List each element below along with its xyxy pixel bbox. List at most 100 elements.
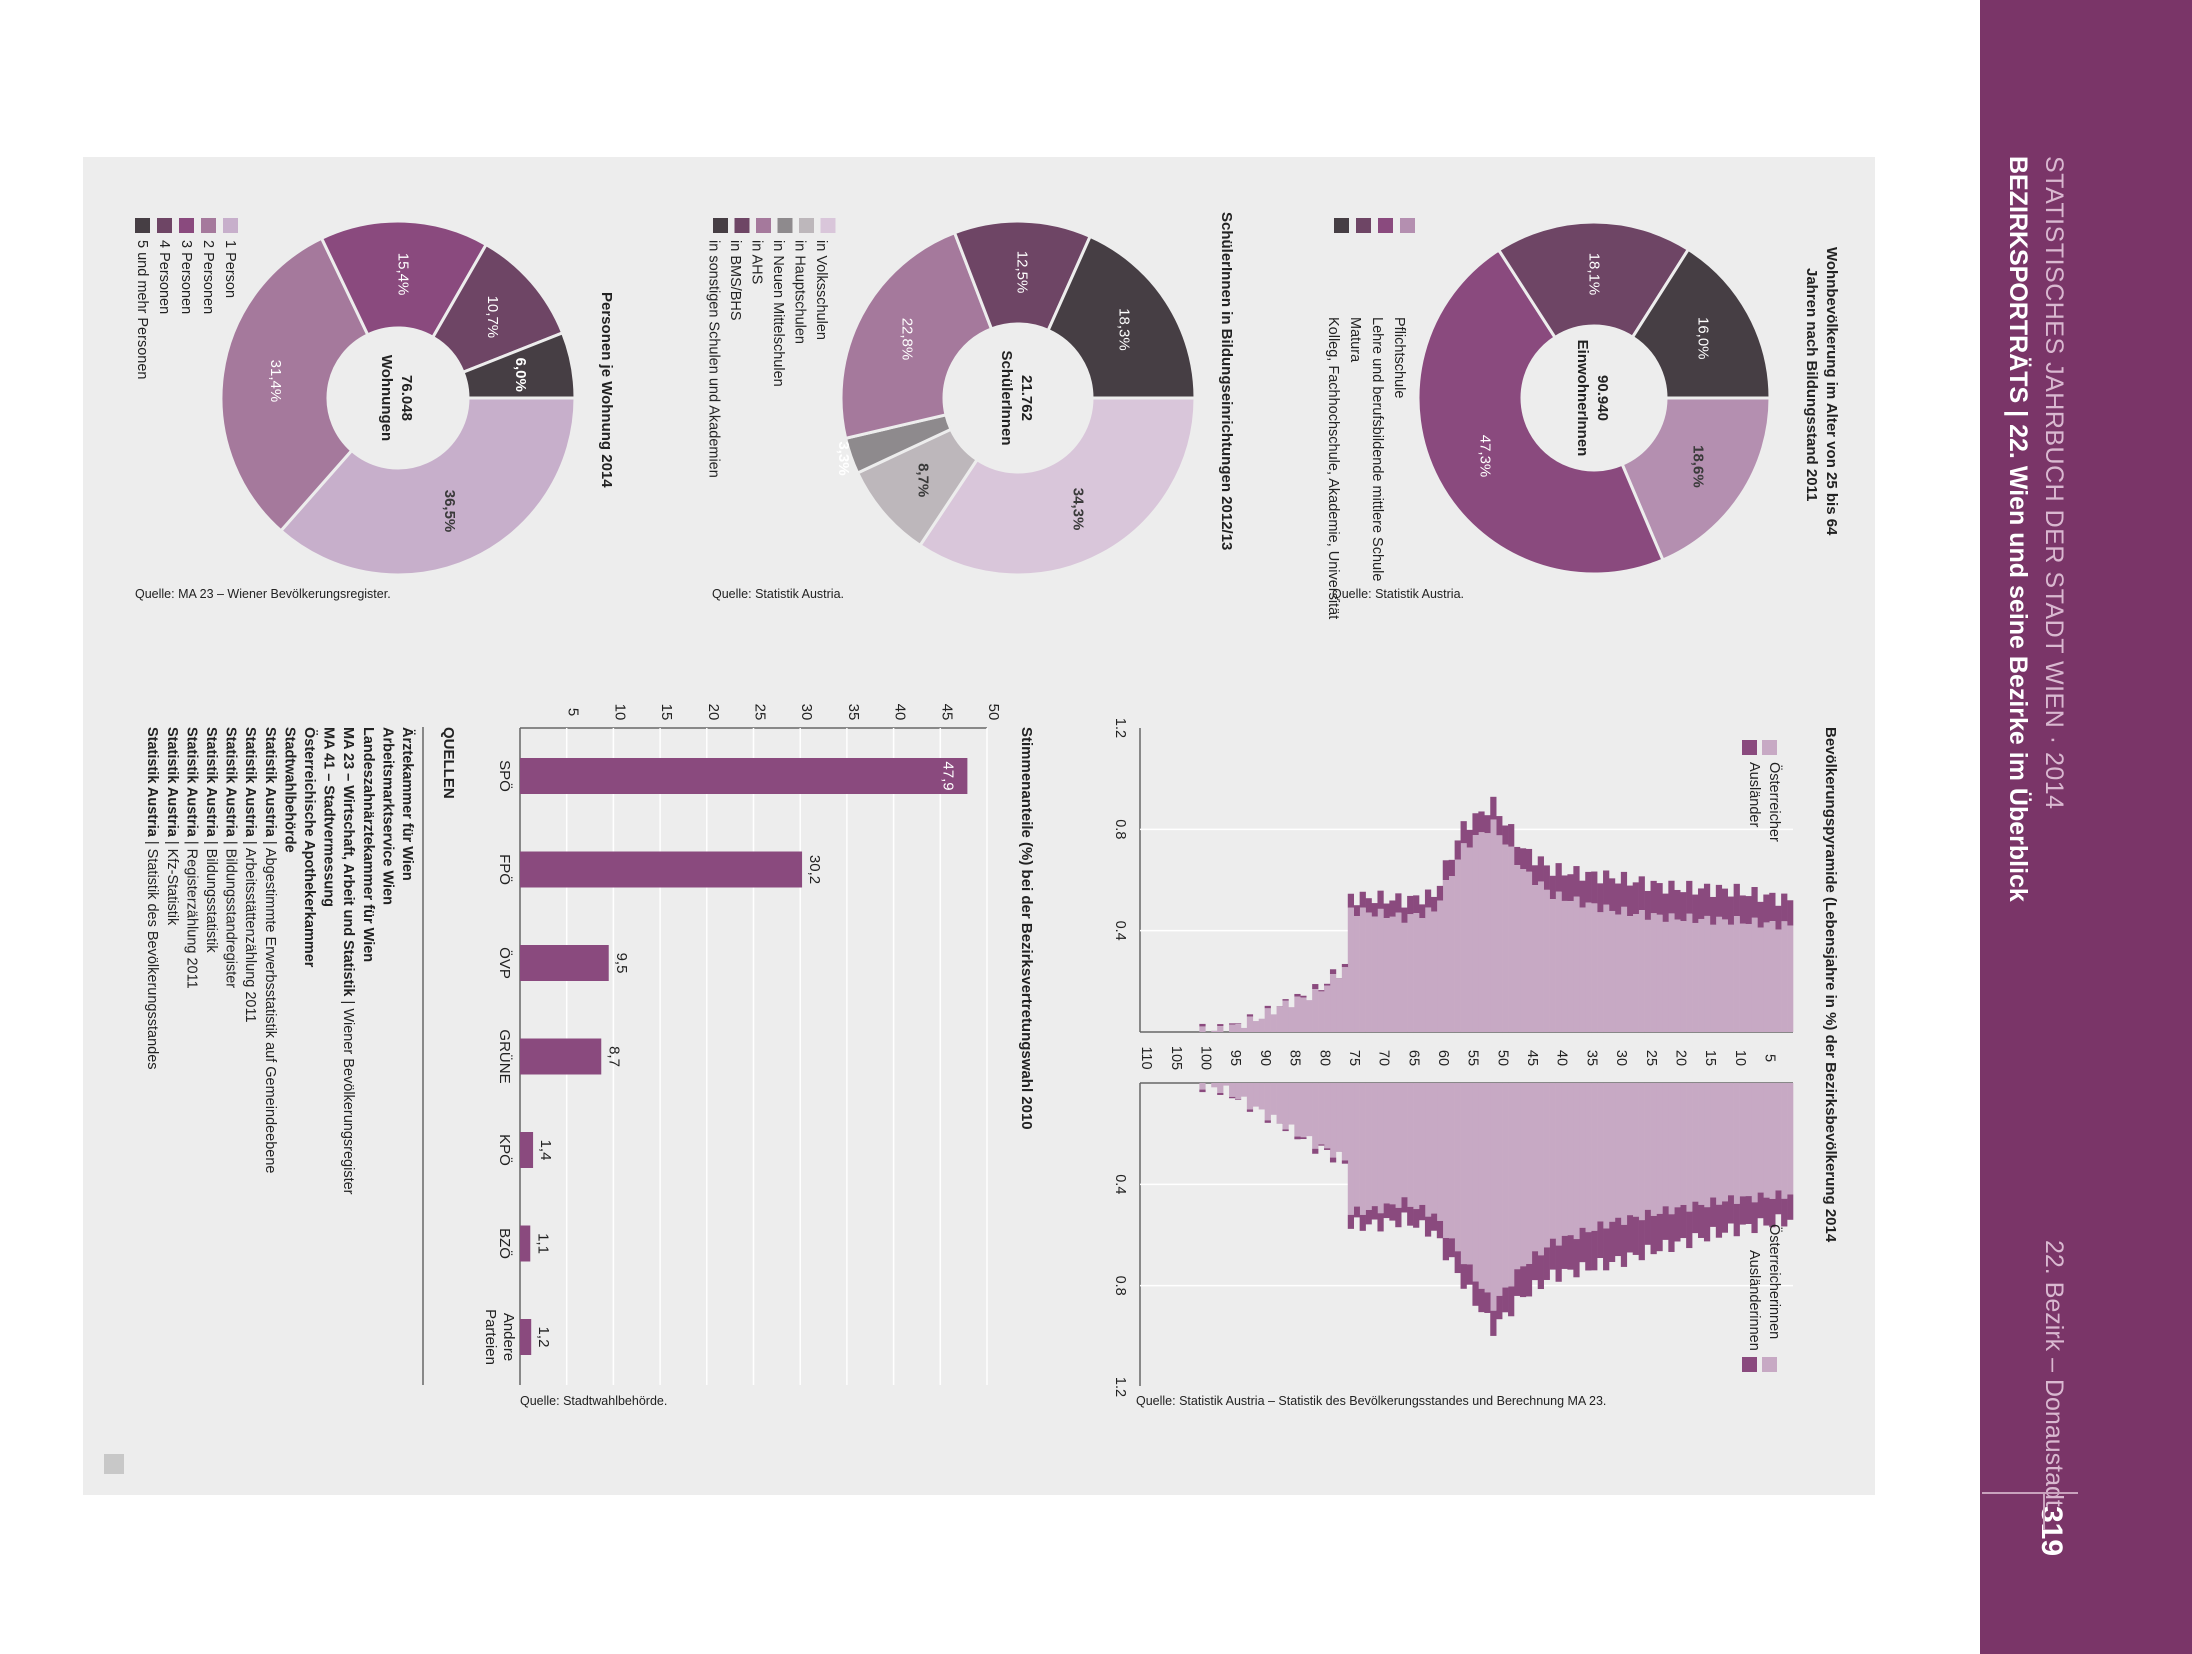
pyramid-female-foreign-bar <box>1567 1235 1574 1270</box>
pie-slice-3-personen <box>319 219 489 340</box>
pyramid-female-foreign-bar <box>1395 1207 1402 1228</box>
legend-label-auslaender: Ausländer <box>1746 762 1762 827</box>
pyramid-female-citizen-bar <box>1312 1083 1319 1149</box>
pyramid-female-citizen-bar <box>1769 1083 1776 1199</box>
wahl-tick-35: 35 <box>845 704 862 721</box>
pyramid-male-citizen-bar <box>1519 868 1527 1032</box>
pyramid-male-pct-tick: 0.4 <box>1112 921 1128 941</box>
pyramid-female-foreign-bar <box>1359 1214 1366 1231</box>
pie-slice-lehre-und-berufsbildende-mittlere-schule <box>1416 247 1665 576</box>
pyramid-male-citizen-bar <box>1258 1018 1265 1032</box>
wahl-tick-40: 40 <box>892 704 909 721</box>
pyramid-male-citizen-bar <box>1335 978 1343 1032</box>
pyramid-male-citizen-bar <box>1686 913 1693 1032</box>
pyramid-male-foreign-bar <box>1608 878 1616 911</box>
pyramid-male-pct-tick: 1.2 <box>1112 718 1128 738</box>
pyramid-female-citizen-bar <box>1430 1083 1438 1214</box>
pie-slice-matura <box>1496 220 1691 340</box>
source-item: Statistik Austria | Statistik des Bevölk… <box>144 727 160 1070</box>
pyramid-female-foreign-bar <box>1626 1215 1634 1253</box>
source-item: MA 23 – Wirtschaft, Arbeit und Statistik… <box>340 727 356 1195</box>
pyramid-male-foreign-bar <box>1519 848 1527 869</box>
pyramid-male-foreign-bar <box>1692 894 1699 923</box>
pyramid-female-citizen-bar <box>1401 1083 1408 1198</box>
pyramid-female-citizen-bar <box>1229 1083 1236 1097</box>
legend-label-in-sonstigen-schulen-und-akademien: in sonstigen Schulen und Akademien <box>706 240 722 478</box>
pyramid-female-foreign-bar <box>1430 1213 1438 1231</box>
pyramid-male-foreign-bar <box>1531 865 1539 886</box>
legend-label-in-neuen-mittelschulen: in Neuen Mittelschulen <box>770 240 786 387</box>
pyramid-male-citizen-bar <box>1359 907 1366 1032</box>
wahl-value-label-sp: 47,9 <box>939 761 956 790</box>
pyramid-female-foreign-bar <box>1472 1281 1479 1306</box>
legend-label-3-personen: 3 Personen <box>178 240 194 314</box>
source-item: Statistik Austria | Abgestimmte Erwerbss… <box>262 727 278 1173</box>
pyramid-female-pct-tick: 1.2 <box>1112 1377 1128 1397</box>
pyramid-female-citizen-bar <box>1454 1083 1461 1252</box>
pyramid-female-foreign-bar <box>1217 1093 1224 1095</box>
legend-label-2-personen: 2 Personen <box>200 240 216 314</box>
pyramid-female-citizen-bar <box>1234 1083 1242 1100</box>
pyramid-male-foreign-bar <box>1490 796 1497 820</box>
pyramid-female-foreign-bar <box>1703 1207 1711 1242</box>
pyramid-male-citizen-bar <box>1561 900 1568 1032</box>
wahl-tick-20: 20 <box>705 704 722 721</box>
pyramid-male-foreign-bar <box>1454 840 1461 860</box>
pyramid-female-foreign-bar <box>1757 1192 1764 1219</box>
pyramid-female-citizen-bar <box>1519 1083 1527 1267</box>
pyramid-male-citizen-bar <box>1787 925 1794 1032</box>
pie-slice-in-ahs <box>839 230 994 441</box>
pyramid-male-foreign-bar <box>1329 969 1337 975</box>
pyramid-male-citizen-bar <box>1217 1026 1224 1032</box>
pyramid-female-citizen-bar <box>1549 1083 1556 1239</box>
pyramid-female-foreign-bar <box>1229 1096 1236 1099</box>
pyramid-female-foreign-bar <box>1614 1217 1622 1257</box>
pyramid-male-citizen-bar <box>1484 833 1491 1032</box>
pyramid-male-citizen-bar <box>1614 914 1622 1032</box>
pyramid-male-foreign-bar <box>1407 895 1414 915</box>
pyramid-male-foreign-bar <box>1757 901 1764 928</box>
pyramid-male-foreign-bar <box>1413 895 1420 914</box>
pyramid-age-tick-35: 35 <box>1583 1050 1599 1066</box>
pyramid-female-foreign-bar <box>1656 1213 1663 1252</box>
pyramid-female-pct-tick: 0.4 <box>1112 1174 1128 1194</box>
pyramid-female-foreign-bar <box>1246 1109 1254 1112</box>
pyramid-male-foreign-bar <box>1567 874 1574 902</box>
pyramid-male-citizen-bar <box>1727 924 1734 1032</box>
wahl-bar-fp <box>520 851 803 888</box>
source-item: MA 41 – Stadtvermessung <box>321 727 337 907</box>
pyramid-male-foreign-bar <box>1246 1014 1254 1017</box>
legend-label-in-bms-bhs: in BMS/BHS <box>727 240 743 321</box>
pyramid-male-citizen-bar <box>1294 996 1301 1032</box>
pyramid-male-foreign-bar <box>1620 871 1628 907</box>
legend-label-1-person: 1 Person <box>222 240 238 298</box>
pyramid-female-citizen-bar <box>1448 1083 1455 1239</box>
pyramid-female-citizen-bar <box>1246 1083 1254 1110</box>
pyramid-female-citizen-bar <box>1324 1083 1331 1149</box>
pyramid-female-citizen-bar <box>1537 1083 1544 1256</box>
legend-label-oesterreicherinnen: Österreicherinnen <box>1766 1224 1784 1339</box>
pyramid-male-citizen-bar <box>1211 1030 1218 1032</box>
pyramid-age-tick-110: 110 <box>1138 1046 1154 1069</box>
pyramid-female-foreign-bar <box>1496 1295 1503 1320</box>
pyramid-female-citizen-bar <box>1781 1083 1788 1199</box>
pyramid-male-citizen-bar <box>1502 844 1509 1032</box>
pyramid-male-citizen-bar <box>1567 901 1574 1032</box>
legend-swatch-oesterreicher <box>1762 740 1777 755</box>
pyramid-female-citizen-bar <box>1199 1083 1206 1090</box>
pyramid-female-foreign-bar <box>1543 1247 1550 1280</box>
pyramid-male-citizen-bar <box>1757 927 1764 1032</box>
pyramid-male-citizen-bar <box>1763 922 1770 1032</box>
legend-label-kolleg-fachhochschule-akademie-universit-t: Kolleg, Fachhochschule, Akademie, Univer… <box>1325 317 1341 619</box>
pyramid-male-citizen-bar <box>1252 1021 1260 1032</box>
chart-source-wahl: Quelle: Stadtwahlbehörde. <box>520 1394 667 1408</box>
pyramid-age-tick-90: 90 <box>1257 1050 1273 1066</box>
pyramid-female-citizen-bar <box>1240 1083 1248 1097</box>
pyramid-female-foreign-bar <box>1490 1310 1497 1336</box>
pyramid-female-foreign-bar <box>1508 1286 1515 1317</box>
chart-title-pyramide: Bevölkerungspyramide (Lebensjahre in %) … <box>1822 727 1839 1243</box>
legend-label-5-und-mehr-personen: 5 und mehr Personen <box>134 240 150 379</box>
pyramid-female-foreign-bar <box>1715 1204 1723 1238</box>
pyramid-female-foreign-bar <box>1460 1264 1467 1289</box>
wahl-tick-45: 45 <box>938 704 955 721</box>
